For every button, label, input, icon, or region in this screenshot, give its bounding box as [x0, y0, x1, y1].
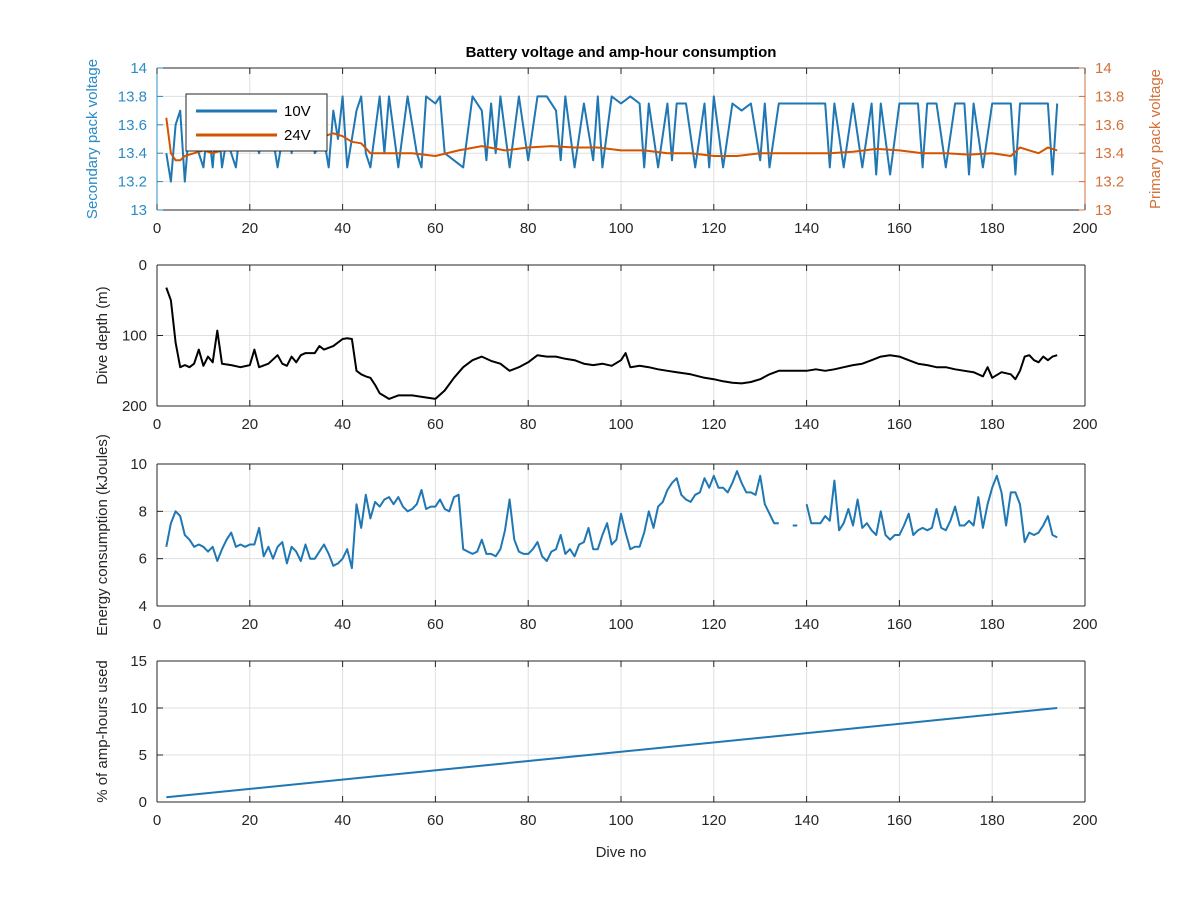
tick-label-x: 100 — [608, 220, 633, 237]
x-axis-label: Dive no — [596, 844, 647, 861]
tick-label-x: 140 — [794, 416, 819, 433]
legend-label-24v: 24V — [284, 127, 311, 144]
tick-label-x: 0 — [153, 416, 161, 433]
tick-label-x: 160 — [887, 220, 912, 237]
tick-label-y: 6 — [139, 551, 147, 568]
tick-label-x: 120 — [701, 220, 726, 237]
tick-label-y-right: 13.8 — [1095, 88, 1124, 105]
tick-label-x: 60 — [427, 812, 444, 829]
tick-label-y: 13.2 — [118, 174, 147, 191]
tick-label-y: 13 — [130, 202, 147, 219]
tick-label-y: 14 — [130, 60, 147, 77]
tick-label-y: 10 — [130, 700, 147, 717]
tick-label-x: 80 — [520, 416, 537, 433]
tick-label-x: 140 — [794, 812, 819, 829]
legend-label-10v: 10V — [284, 103, 311, 120]
tick-label-x: 200 — [1072, 812, 1097, 829]
tick-label-y: 0 — [139, 257, 147, 274]
tick-label-x: 40 — [334, 416, 351, 433]
tick-label-y: 13.4 — [118, 145, 147, 162]
tick-label-x: 0 — [153, 220, 161, 237]
tick-label-x: 120 — [701, 616, 726, 633]
tick-label-x: 100 — [608, 416, 633, 433]
tick-label-x: 80 — [520, 616, 537, 633]
tick-label-x: 20 — [241, 812, 258, 829]
tick-label-y-right: 13 — [1095, 202, 1112, 219]
tick-label-x: 0 — [153, 812, 161, 829]
tick-label-y: 5 — [139, 747, 147, 764]
tick-label-x: 20 — [241, 416, 258, 433]
tick-label-y: 10 — [130, 456, 147, 473]
tick-label-x: 180 — [980, 220, 1005, 237]
tick-label-y: 13.6 — [118, 117, 147, 134]
tick-label-x: 100 — [608, 812, 633, 829]
tick-label-x: 120 — [701, 812, 726, 829]
tick-label-x: 60 — [427, 616, 444, 633]
tick-label-y: 13.8 — [118, 88, 147, 105]
tick-label-x: 40 — [334, 616, 351, 633]
tick-label-x: 200 — [1072, 416, 1097, 433]
tick-label-x: 120 — [701, 416, 726, 433]
tick-label-x: 160 — [887, 416, 912, 433]
tick-label-y: 0 — [139, 794, 147, 811]
tick-label-y-right: 13.6 — [1095, 117, 1124, 134]
panel-3: 0 20 40 60 80 100 120 140 160 180 200 4 6 8 10 Energy c… — [94, 434, 1098, 636]
panel-2: 0 20 40 60 80 100 120 140 160 180 200 0 100 200 Dive d… — [94, 257, 1098, 433]
legend-box — [185, 93, 328, 152]
chart-title: Battery voltage and amp-hour consumption — [466, 44, 777, 61]
tick-label-x: 200 — [1072, 220, 1097, 237]
y-axis-label: % of amp-hours used — [94, 660, 111, 803]
panel-4: 0 20 40 60 80 100 120 140 160 180 200 0 5 10 15 % of am… — [94, 653, 1098, 861]
tick-label-x: 180 — [980, 416, 1005, 433]
tick-label-x: 20 — [241, 220, 258, 237]
tick-label-y-right: 14 — [1095, 60, 1112, 77]
tick-label-x: 180 — [980, 812, 1005, 829]
y-axis-label: Energy consumption (kJoules) — [94, 434, 111, 636]
tick-label-y: 200 — [122, 398, 147, 415]
tick-label-x: 160 — [887, 812, 912, 829]
tick-label-x: 80 — [520, 812, 537, 829]
panel-1: 0 20 40 60 80 100 120 140 160 180 2001313.213.413.… — [84, 59, 1164, 237]
tick-label-x: 160 — [887, 616, 912, 633]
tick-label-x: 0 — [153, 616, 161, 633]
series-line-segment — [165, 470, 779, 570]
tick-label-x: 200 — [1072, 616, 1097, 633]
series-line — [166, 707, 1058, 799]
tick-label-y-right: 13.2 — [1095, 174, 1124, 191]
tick-label-x: 40 — [334, 220, 351, 237]
tick-label-x: 140 — [794, 616, 819, 633]
tick-label-x: 20 — [241, 616, 258, 633]
tick-label-y: 100 — [122, 328, 147, 345]
tick-label-x: 60 — [427, 220, 444, 237]
tick-label-x: 180 — [980, 616, 1005, 633]
y-axis-label: Secondary pack voltage — [84, 59, 101, 219]
tick-label-x: 100 — [608, 616, 633, 633]
tick-label-x: 40 — [334, 812, 351, 829]
tick-label-x: 60 — [427, 416, 444, 433]
tick-label-x: 140 — [794, 220, 819, 237]
tick-label-y: 15 — [130, 653, 147, 670]
tick-label-y: 4 — [139, 598, 147, 615]
y-axis-label-right: Primary pack voltage — [1147, 69, 1164, 209]
y-axis-label: Dive depth (m) — [94, 286, 111, 384]
series-line-segment — [805, 474, 1058, 544]
tick-label-y: 8 — [139, 503, 147, 520]
tick-label-y-right: 13.4 — [1095, 145, 1124, 162]
series-line — [165, 287, 1058, 400]
tick-label-x: 80 — [520, 220, 537, 237]
